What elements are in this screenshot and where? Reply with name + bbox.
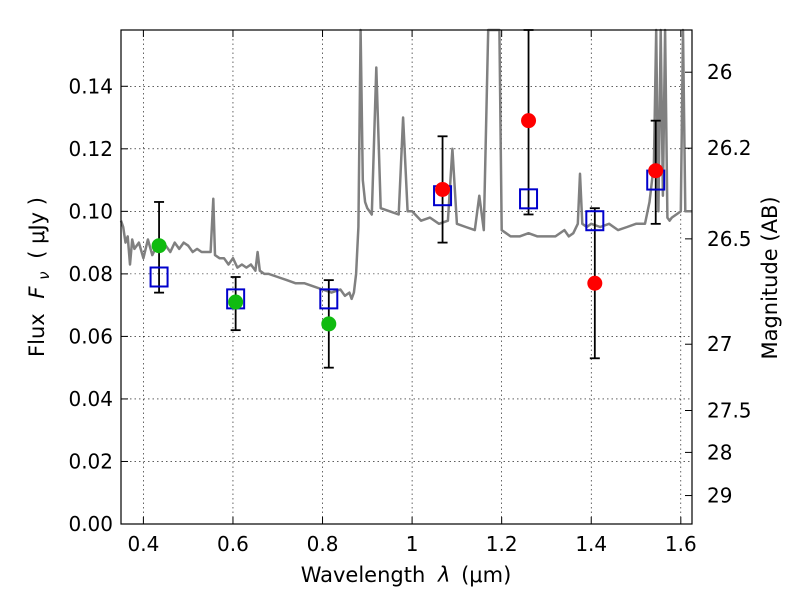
x-tick-label: 1.6 xyxy=(665,532,697,556)
model-sed-layer xyxy=(119,28,692,301)
model-sed-line xyxy=(119,28,692,301)
grid xyxy=(121,30,692,525)
model-flux-square xyxy=(319,288,339,310)
y-tick-label: 0.14 xyxy=(68,74,113,98)
plot-frame xyxy=(120,29,693,525)
y2-tick-label: 28 xyxy=(707,440,732,464)
y-tick-label: 0.12 xyxy=(68,137,113,161)
model-flux-square xyxy=(519,188,539,210)
y2-axis-label: Magnitude (AB) xyxy=(758,196,782,359)
x-tick-label: 0.4 xyxy=(127,532,159,556)
y-tick-label: 0.08 xyxy=(68,262,113,286)
y-tick-label: 0.06 xyxy=(68,324,113,348)
model-flux-layer xyxy=(149,169,666,310)
y2-tick-label: 26 xyxy=(707,60,732,84)
photometry-point xyxy=(435,181,451,197)
x-tick-label: 0.8 xyxy=(307,532,339,556)
x-axis-ticks: 0.4 0.6 0.8 1 1.2 1.4 1.6 xyxy=(127,30,697,556)
y2-tick-label: 27.5 xyxy=(707,399,752,423)
photometry-layer xyxy=(151,113,664,332)
model-flux-square xyxy=(149,266,169,288)
y2-tick-label: 27 xyxy=(707,332,732,356)
x-tick-label: 1 xyxy=(406,532,419,556)
y-axis-label: Flux F ν ( μJy ) xyxy=(25,197,54,357)
x-tick-label: 1.4 xyxy=(575,532,607,556)
model-flux-square xyxy=(585,210,605,232)
photometry-point xyxy=(228,294,244,310)
x-tick-label: 0.6 xyxy=(217,532,249,556)
x-axis-label: Wavelength λ (μm) xyxy=(301,563,512,587)
photometry-point xyxy=(151,238,167,254)
y-tick-label: 0.04 xyxy=(68,387,113,411)
photometry-point xyxy=(321,316,337,332)
y-tick-label: 0.10 xyxy=(68,199,113,223)
photometry-point xyxy=(521,113,537,129)
y-tick-label: 0.02 xyxy=(68,449,113,473)
y2-tick-label: 26.2 xyxy=(707,136,752,160)
y-axis-ticks: 0.00 0.02 0.04 0.06 0.08 0.10 0.12 0.14 xyxy=(68,74,128,536)
y-tick-label: 0.00 xyxy=(68,512,113,536)
photometry-point xyxy=(648,163,664,179)
y2-axis-ticks: 26 26.2 26.5 27 27.5 28 29 xyxy=(685,60,752,508)
photometry-point xyxy=(587,275,603,291)
x-tick-label: 1.2 xyxy=(486,532,518,556)
y2-tick-label: 26.5 xyxy=(707,227,752,251)
y2-tick-label: 29 xyxy=(707,484,732,508)
